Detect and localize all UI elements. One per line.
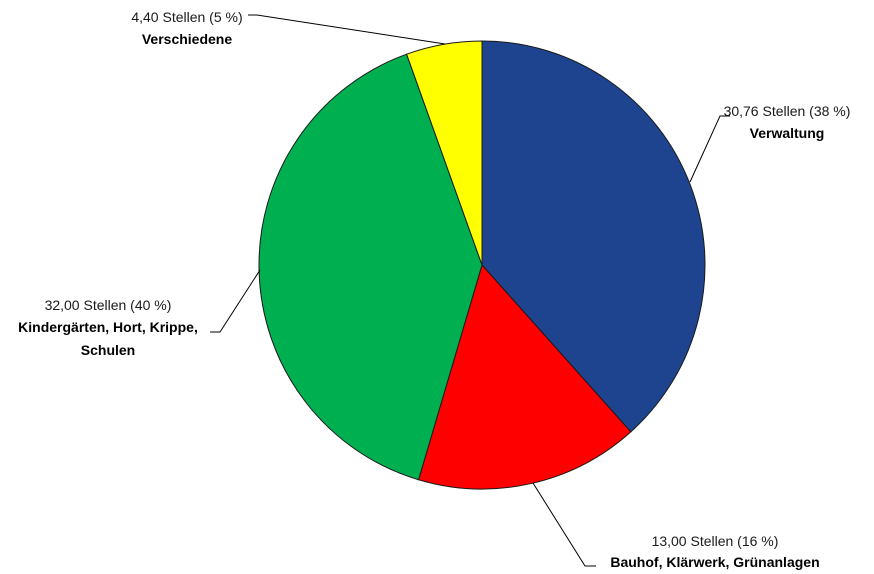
label-verwaltung: 30,76 Stellen (38 %) Verwaltung (724, 103, 851, 141)
label-verschiedene: 4,40 Stellen (5 %) Verschiedene (131, 9, 242, 47)
label-value-verschiedene: 4,40 Stellen (5 %) (131, 9, 242, 25)
leader-lines (210, 14, 730, 567)
label-value-kindergaerten: 32,00 Stellen (40 %) (45, 297, 172, 313)
slice-bauhof (417, 263, 632, 490)
leader-verwaltung (689, 115, 730, 183)
label-kindergaerten: 32,00 Stellen (40 %) Kindergärten, Hort,… (18, 297, 198, 358)
label-name-bauhof: Bauhof, Klärwerk, Grünanlagen (610, 554, 819, 570)
label-value-bauhof: 13,00 Stellen (16 %) (652, 533, 779, 549)
label-name-verwaltung: Verwaltung (750, 125, 825, 141)
leader-bauhof (532, 482, 596, 567)
label-bauhof: 13,00 Stellen (16 %) Bauhof, Klärwerk, G… (610, 533, 819, 570)
leader-verschiedene (248, 14, 446, 45)
label-name-kindergaerten-line2: Schulen (81, 342, 135, 358)
leader-kindergaerten (210, 269, 261, 333)
slice-verwaltung (481, 40, 706, 433)
pie-slices (258, 40, 706, 490)
label-name-kindergaerten-line1: Kindergärten, Hort, Krippe, (18, 319, 198, 335)
slice-verschiedene (405, 40, 483, 266)
label-value-verwaltung: 30,76 Stellen (38 %) (724, 103, 851, 119)
label-name-verschiedene: Verschiedene (142, 31, 232, 47)
